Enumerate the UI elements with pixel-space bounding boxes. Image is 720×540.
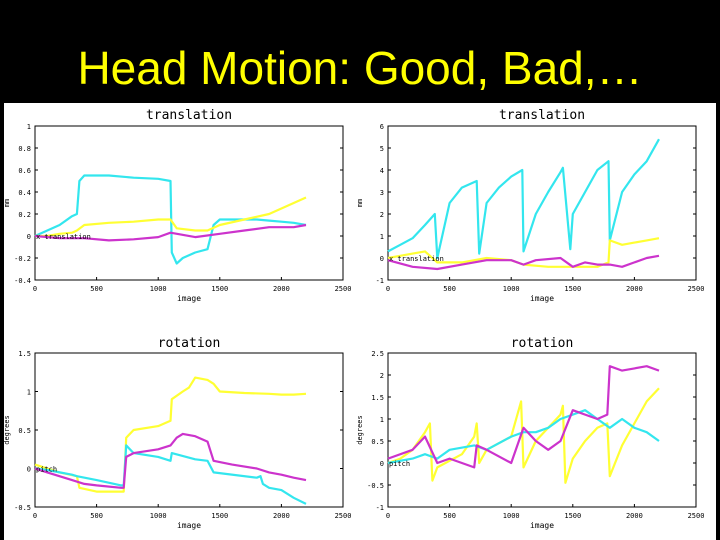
x-tick-label: 2000: [626, 285, 643, 293]
x-tick-label: 500: [443, 512, 456, 520]
y-axis-label: degrees: [356, 415, 364, 445]
series-line-z: [387, 254, 660, 271]
x-tick-label: 1000: [503, 512, 520, 520]
plot-frame: [34, 352, 344, 508]
x-axis-label: image: [530, 521, 554, 530]
series-line-pitch: [387, 387, 660, 484]
x-tick-label: 0: [386, 512, 390, 520]
chart-title: rotation: [511, 336, 574, 351]
series-line-z: [34, 223, 307, 242]
series-line-yaw: [34, 432, 307, 489]
y-tick-label: 1: [27, 389, 31, 397]
y-tick-label: -0.4: [14, 277, 31, 285]
chart-title: rotation: [158, 336, 221, 351]
x-tick-label: 500: [90, 285, 103, 293]
y-tick-label: 1: [380, 233, 384, 241]
x-tick-label: 2500: [688, 285, 705, 293]
y-axis-label: mm: [356, 199, 364, 207]
y-tick-label: -0.5: [14, 504, 31, 512]
legend-label: x translation: [36, 233, 91, 241]
x-tick-label: 1500: [564, 285, 581, 293]
y-tick-label: 5: [380, 145, 384, 153]
y-tick-label: 0: [27, 233, 31, 241]
x-axis-label: image: [177, 294, 201, 303]
x-tick-label: 1000: [150, 285, 167, 293]
y-tick-label: 0: [380, 460, 384, 468]
series-line-pitch: [34, 376, 307, 493]
x-axis-label: image: [177, 521, 201, 530]
x-tick-label: 500: [443, 285, 456, 293]
chart-title: translation: [146, 108, 232, 123]
y-tick-label: 3: [380, 189, 384, 197]
y-tick-label: -0.5: [367, 482, 384, 490]
y-tick-label: -1: [376, 277, 384, 285]
series-line-roll: [34, 444, 307, 505]
y-tick-label: 0.8: [18, 145, 31, 153]
right-frame-edge: [716, 103, 720, 540]
series-line-x: [387, 138, 660, 260]
y-tick-label: 4: [380, 167, 384, 175]
y-tick-label: 1: [380, 416, 384, 424]
x-tick-label: 2000: [626, 512, 643, 520]
chart-title: translation: [499, 108, 585, 123]
y-tick-label: 0.4: [18, 189, 31, 197]
legend-label: pitch: [389, 460, 410, 468]
legend-label: pitch: [36, 466, 57, 474]
chart-4: rotation 0 500 1000 1500 2000 2500 -1 -0.5 0 0.5 1 1…: [356, 336, 704, 530]
y-tick-label: 0: [27, 466, 31, 474]
series-line-x: [34, 174, 307, 265]
y-tick-label: 1: [27, 123, 31, 131]
y-tick-label: -0.2: [14, 255, 31, 263]
x-tick-label: 1500: [211, 512, 228, 520]
y-tick-label: 0.6: [18, 167, 31, 175]
x-tick-label: 1500: [564, 512, 581, 520]
y-axis-label: mm: [3, 199, 11, 207]
x-tick-label: 0: [33, 512, 37, 520]
slide-title: Head Motion: Good, Bad,…: [77, 42, 643, 94]
plot-frame: [34, 125, 344, 281]
x-tick-label: 1000: [503, 285, 520, 293]
legend-label: x translation: [389, 255, 444, 263]
x-tick-label: 2000: [273, 512, 290, 520]
series-line-y: [35, 196, 307, 238]
x-tick-label: 500: [90, 512, 103, 520]
y-tick-label: 0.5: [371, 438, 384, 446]
y-tick-label: 1.5: [371, 394, 384, 402]
y-tick-label: 2.5: [371, 350, 384, 358]
y-tick-label: 0.2: [18, 211, 31, 219]
x-tick-label: 2500: [335, 512, 352, 520]
series-line-yaw: [387, 365, 660, 469]
y-axis-label: degrees: [3, 415, 11, 445]
y-tick-label: 1.5: [18, 350, 31, 358]
y-tick-label: -1: [376, 504, 384, 512]
left-frame-edge: [0, 103, 4, 540]
x-tick-label: 2500: [335, 285, 352, 293]
y-tick-label: 2: [380, 211, 384, 219]
chart-1: translation 0 500 1000 1500 2000 2500 -0.4 -0.2 0…: [3, 108, 351, 303]
x-tick-label: 2500: [688, 512, 705, 520]
y-tick-label: 0.5: [18, 427, 31, 435]
x-tick-label: 0: [386, 285, 390, 293]
x-tick-label: 1000: [150, 512, 167, 520]
series-line-y: [387, 237, 660, 268]
title-bar: [0, 0, 720, 103]
x-axis-label: image: [530, 294, 554, 303]
x-tick-label: 1500: [211, 285, 228, 293]
x-tick-label: 0: [33, 285, 37, 293]
y-tick-label: 0: [380, 255, 384, 263]
y-tick-label: 2: [380, 372, 384, 380]
series-line-roll: [387, 409, 660, 465]
y-tick-label: 6: [380, 123, 384, 131]
x-tick-label: 2000: [273, 285, 290, 293]
